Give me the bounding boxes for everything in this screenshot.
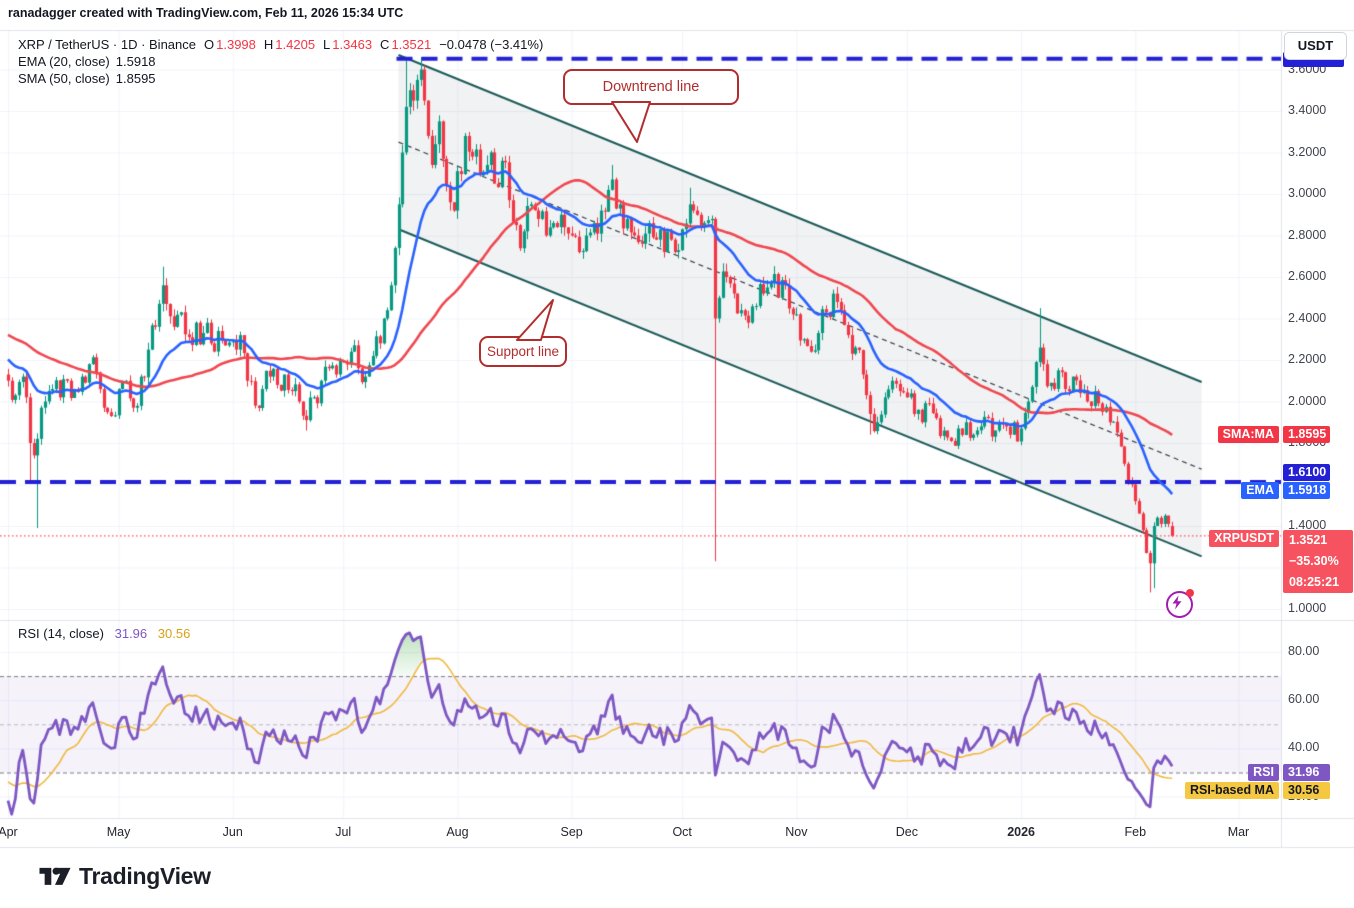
price-legend: XRP / TetherUS · 1D · Binance O 1.3998 H 1.4…: [18, 36, 543, 87]
candle-countdown: 08:25:21: [1289, 575, 1340, 589]
time-tick-label: Sep: [560, 825, 583, 839]
rsi-tick-label: 40.00: [1288, 740, 1320, 755]
sma-row: SMA (50, close) 1.8595: [18, 70, 543, 87]
tradingview-logo[interactable]: TradingView: [38, 862, 211, 890]
support-level-axis-value: 1.6100: [1283, 464, 1330, 481]
time-tick-label: 2026: [1007, 825, 1035, 839]
attribution-text: ranadagger created with TradingView.com,…: [8, 6, 404, 20]
rsi-value: 31.96: [114, 626, 148, 641]
sma-axis-value: 1.8595: [1283, 426, 1330, 443]
rsi-axis-tag: RSI: [1248, 764, 1279, 781]
symbol-axis-tag: XRPUSDT: [1209, 530, 1279, 547]
price-tick-label: 2.6000: [1288, 269, 1327, 283]
change-value: −0.0478 (−3.41%): [439, 37, 544, 52]
symbol-title[interactable]: XRP / TetherUS · 1D · Binance: [18, 37, 196, 52]
price-tick-label: 2.4000: [1288, 310, 1327, 325]
open-label: O: [204, 37, 215, 52]
price-tick-label: 1.0000: [1288, 601, 1327, 615]
rsi-ma-value: 30.56: [157, 626, 191, 641]
rsi-ma-axis-tag: RSI-based MA: [1184, 782, 1279, 799]
ema-axis-value: 1.5918: [1283, 482, 1330, 499]
price-tick-label: 2.8000: [1288, 227, 1327, 242]
open-value: 1.3998: [216, 37, 256, 52]
tradingview-logo-mark: [39, 867, 71, 885]
ema-row: EMA (20, close) 1.5918: [18, 53, 543, 70]
time-tick-label: Oct: [672, 825, 692, 839]
sma-axis-tag: SMA:MA: [1217, 426, 1279, 443]
sma-value: 1.8595: [115, 71, 156, 86]
price-tick-label: 1.4000: [1288, 518, 1327, 532]
lightning-bolt-icon: [1172, 595, 1182, 610]
rsi-ma-axis-value: 30.56: [1283, 782, 1330, 799]
rsi-name[interactable]: RSI (14, close): [18, 626, 104, 641]
last-price-value: 1.3521: [1289, 533, 1328, 547]
time-tick-label: Apr: [0, 825, 18, 839]
time-tick-label: May: [106, 825, 131, 839]
sma-name[interactable]: SMA (50, close): [18, 71, 110, 86]
close-value: 1.3521: [391, 37, 432, 52]
time-tick-label: Mar: [1227, 825, 1250, 839]
instant-trading-icon[interactable]: [1166, 589, 1194, 618]
symbol-row: XRP / TetherUS · 1D · Binance O 1.3998 H 1.4…: [18, 36, 543, 53]
last-price-axis-box: 1.3521 −35.30% 08:25:21: [1283, 530, 1353, 593]
rsi-legend: RSI (14, close) 31.96 30.56: [18, 626, 190, 641]
support-annotation-label: Support line: [486, 344, 560, 359]
support-annotation-bubble[interactable]: Support line: [479, 336, 567, 367]
rsi-axis-value: 31.96: [1283, 764, 1330, 781]
tradingview-logo-text: TradingView: [79, 862, 211, 889]
time-tick-label: Dec: [895, 825, 918, 839]
currency-toggle-button[interactable]: USDT: [1284, 32, 1347, 60]
rsi-tick-label: 80.00: [1288, 644, 1320, 658]
ema-name[interactable]: EMA (20, close): [18, 54, 110, 69]
time-tick-label: Nov: [785, 825, 808, 839]
ema-value: 1.5918: [115, 54, 156, 69]
price-tick-label: 3.2000: [1288, 144, 1327, 159]
high-label: H: [263, 37, 274, 52]
low-label: L: [323, 37, 331, 52]
time-tick-label: Aug: [446, 825, 469, 839]
close-label: C: [380, 37, 390, 52]
downtrend-annotation-bubble[interactable]: Downtrend line: [563, 69, 739, 105]
price-tick-label: 2.0000: [1288, 393, 1327, 408]
notification-dot: [1186, 589, 1194, 597]
price-tick-label: 2.2000: [1288, 352, 1327, 366]
time-tick-label: Feb: [1124, 825, 1147, 839]
rsi-tick-label: 60.00: [1288, 692, 1320, 707]
low-value: 1.3463: [332, 37, 373, 52]
price-tick-label: 3.0000: [1288, 186, 1327, 200]
last-price-pct: −35.30%: [1289, 554, 1339, 568]
time-tick-label: Jul: [335, 825, 352, 839]
ema-axis-tag: EMA: [1241, 482, 1279, 499]
price-tick-label: 3.4000: [1288, 103, 1327, 117]
time-tick-label: Jun: [222, 825, 243, 839]
high-value: 1.4205: [275, 37, 316, 52]
downtrend-annotation-label: Downtrend line: [602, 79, 700, 95]
